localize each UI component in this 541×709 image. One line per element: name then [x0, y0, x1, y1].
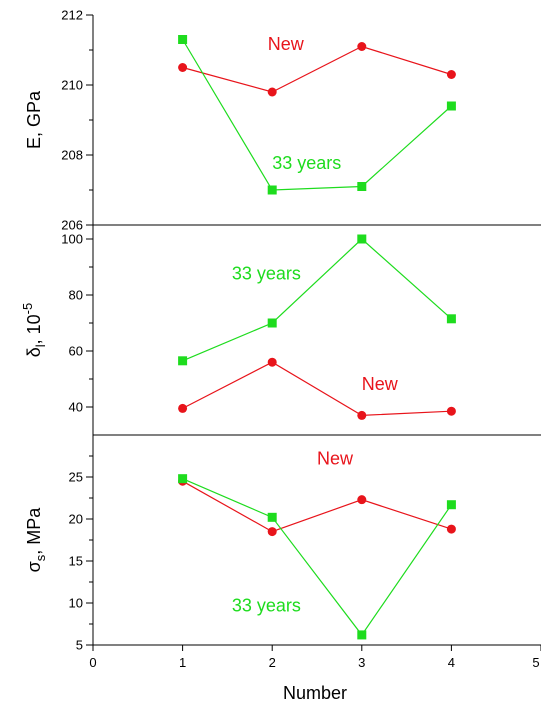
x-tick-label: 4	[448, 655, 455, 670]
series-line	[182, 238, 452, 362]
data-point	[446, 406, 456, 416]
y-tick-label: 20	[69, 512, 83, 527]
x-tick-label: 3	[358, 655, 365, 670]
series-annotation: New	[317, 448, 354, 468]
x-tick-label: 5	[532, 655, 539, 670]
y-axis-title: δl, 10-5	[20, 303, 48, 358]
data-point	[178, 474, 188, 484]
series-annotation: 33 years	[272, 153, 341, 173]
data-point	[178, 35, 188, 44]
x-tick-label: 2	[269, 655, 276, 670]
data-point	[267, 87, 277, 97]
series-annotation: New	[362, 374, 399, 394]
data-point	[267, 185, 277, 195]
x-tick-label: 0	[89, 655, 96, 670]
y-tick-label: 40	[69, 400, 83, 415]
series-aged	[178, 234, 456, 366]
series-aged	[178, 35, 456, 195]
series-line	[182, 39, 452, 191]
data-point	[357, 182, 367, 191]
series-line	[182, 478, 452, 636]
y-tick-label: 210	[61, 78, 83, 93]
y-tick-label: 25	[69, 470, 83, 485]
data-point	[178, 403, 188, 413]
data-point	[357, 410, 367, 420]
y-tick-label: 15	[69, 554, 83, 569]
data-point	[357, 42, 367, 51]
y-axis-title: σs, MPa	[24, 507, 48, 573]
data-point	[446, 314, 456, 324]
data-point	[446, 524, 456, 534]
data-point	[357, 495, 367, 505]
data-point	[267, 357, 277, 367]
data-point	[446, 70, 456, 79]
series-annotation: 33 years	[232, 595, 301, 615]
y-axis-title: E, GPa	[24, 90, 44, 149]
panel-sigma: 5 10 15 20 25 σs, MPa New 33 years	[24, 435, 541, 653]
x-axis: 0 1 2 3 4 5	[89, 645, 541, 670]
y-tick-label: 212	[61, 8, 83, 23]
y-tick-label: 206	[61, 218, 83, 233]
panel-delta: 40 60 80 100 δl, 10-5 33 years New	[20, 225, 541, 436]
data-point	[178, 356, 188, 366]
series-aged	[178, 474, 456, 640]
series-new	[178, 357, 456, 420]
y-tick-label: 60	[69, 344, 83, 359]
x-axis-title: Number	[283, 683, 347, 703]
panel-E: 206 208 210 212 E, GPa New 33 years	[24, 8, 541, 233]
y-tick-label: 10	[69, 596, 83, 611]
data-point	[267, 318, 277, 328]
data-point	[267, 527, 277, 537]
y-tick-label: 80	[69, 288, 83, 303]
data-point	[357, 234, 367, 244]
series-new	[178, 476, 456, 537]
data-point	[446, 500, 456, 510]
series-annotation: New	[268, 34, 305, 54]
series-line	[182, 361, 452, 417]
y-tick-label: 208	[61, 148, 83, 163]
data-point	[267, 512, 277, 522]
x-tick-label: 1	[179, 655, 186, 670]
series-new	[178, 42, 456, 97]
y-tick-label: 5	[76, 638, 83, 653]
series-line	[182, 45, 452, 93]
data-point	[178, 63, 188, 72]
data-point	[446, 101, 456, 111]
series-line	[182, 480, 452, 533]
series-annotation: 33 years	[232, 264, 301, 284]
data-point	[357, 630, 367, 640]
y-tick-label: 100	[61, 232, 83, 247]
